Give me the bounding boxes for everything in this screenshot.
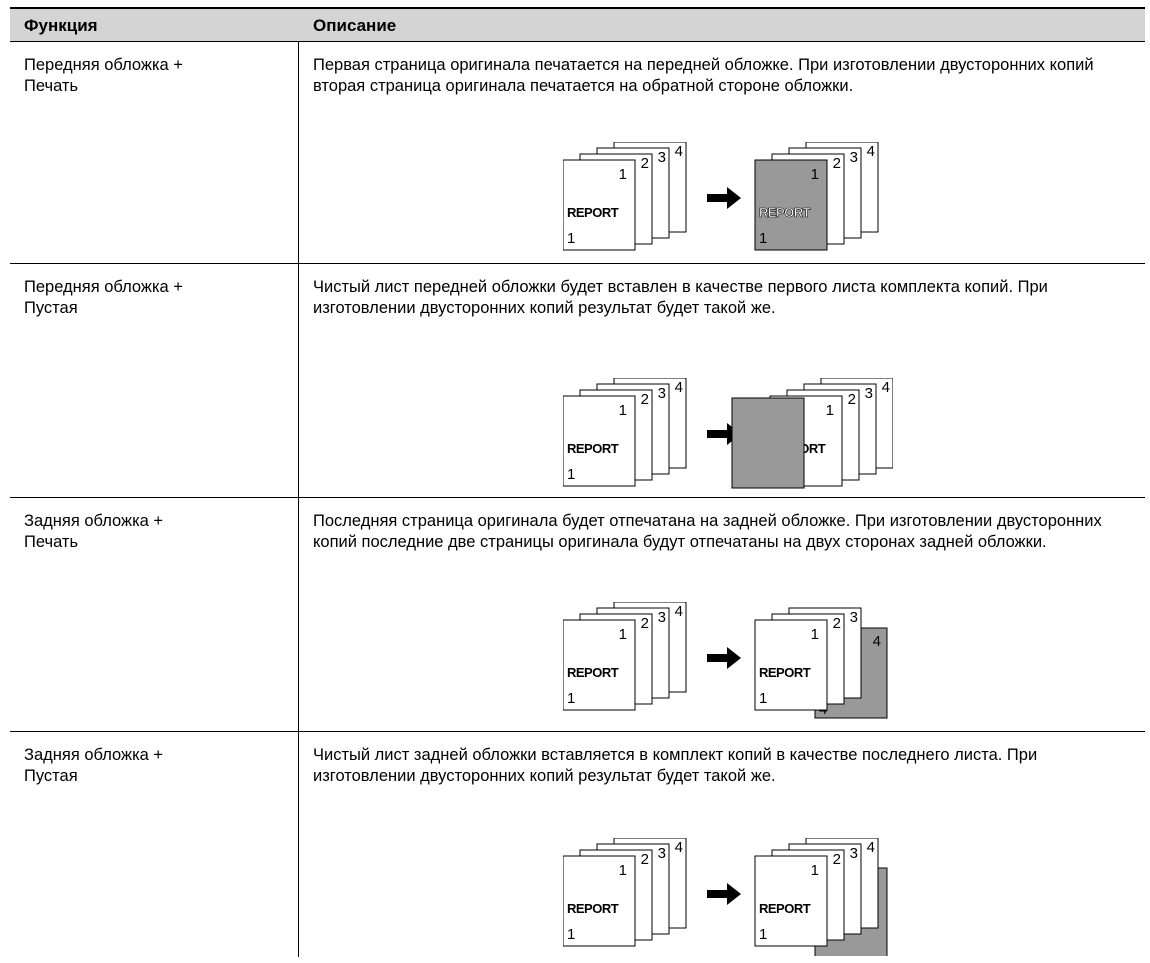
function-cell: Задняя обложка + Печать bbox=[24, 512, 164, 551]
description-cell: Чистый лист задней обложки вставляется в… bbox=[313, 746, 1038, 785]
page-number: 2 bbox=[848, 391, 856, 408]
page-number: 1 bbox=[811, 862, 819, 879]
table-row: Передняя обложка + Пустая Чистый лист пе… bbox=[10, 264, 1145, 498]
description-cell: Первая страница оригинала печатается на … bbox=[313, 56, 1094, 95]
illustration: 4321REPORT144321REPORT1 bbox=[563, 602, 888, 719]
description-cell: Чистый лист передней обложки будет встав… bbox=[313, 278, 1048, 317]
page-number: 1 bbox=[619, 402, 627, 419]
column-divider bbox=[298, 42, 299, 263]
page-number: 4 bbox=[675, 839, 683, 856]
page-number: 1 bbox=[759, 926, 767, 943]
header-cell: Функция bbox=[24, 16, 98, 35]
page-number: 3 bbox=[658, 385, 666, 402]
sheet bbox=[563, 855, 636, 947]
page-number: 3 bbox=[850, 149, 858, 166]
sheet bbox=[754, 159, 828, 251]
page-number: 1 bbox=[567, 690, 575, 707]
page-number: 2 bbox=[833, 615, 841, 632]
page-number: 4 bbox=[675, 603, 683, 620]
page-number: 3 bbox=[658, 149, 666, 166]
page-number: 1 bbox=[826, 402, 834, 419]
table-header: Функция Описание bbox=[10, 7, 1145, 42]
page-number: 2 bbox=[641, 155, 649, 172]
header-cell: Описание bbox=[313, 16, 397, 35]
report-label: REPORT bbox=[759, 665, 811, 680]
arrow bbox=[707, 187, 741, 209]
page-number: 1 bbox=[567, 230, 575, 247]
page-number: 1 bbox=[759, 230, 767, 247]
column-divider bbox=[298, 498, 299, 731]
report-label: REPORT bbox=[567, 665, 619, 680]
page-number: 2 bbox=[641, 391, 649, 408]
column-divider bbox=[298, 264, 299, 497]
table-row: Задняя обложка + Пустая Чистый лист задн… bbox=[10, 732, 1145, 957]
description-cell: Последняя страница оригинала будет отпеч… bbox=[313, 512, 1102, 551]
function-cell: Передняя обложка + Печать bbox=[24, 56, 183, 95]
arrow bbox=[707, 883, 741, 905]
sheet bbox=[563, 619, 636, 711]
page-number: 4 bbox=[882, 379, 890, 396]
page-number: 3 bbox=[658, 845, 666, 862]
column-divider bbox=[298, 732, 299, 957]
table-row: Передняя обложка + Печать Первая страниц… bbox=[10, 42, 1145, 264]
table-row: Задняя обложка + Печать Последняя страни… bbox=[10, 498, 1145, 732]
report-label: REPORT bbox=[759, 205, 811, 220]
page-number: 4 bbox=[873, 633, 881, 650]
sheet bbox=[563, 159, 636, 251]
page-number: 1 bbox=[619, 862, 627, 879]
page-number: 2 bbox=[833, 851, 841, 868]
page-number: 4 bbox=[675, 143, 683, 160]
page-number: 3 bbox=[850, 845, 858, 862]
report-label: REPORT bbox=[567, 441, 619, 456]
page-number: 3 bbox=[865, 385, 873, 402]
report-label: REPORT bbox=[759, 901, 811, 916]
sheet bbox=[563, 395, 636, 487]
page-number: 1 bbox=[619, 626, 627, 643]
sheet bbox=[754, 619, 828, 711]
page-number: 1 bbox=[811, 166, 819, 183]
page-number: 3 bbox=[658, 609, 666, 626]
page-number: 2 bbox=[641, 851, 649, 868]
page-number: 3 bbox=[850, 609, 858, 626]
page-number: 1 bbox=[759, 690, 767, 707]
page-number: 4 bbox=[867, 839, 875, 856]
page-number: 4 bbox=[867, 143, 875, 160]
page-number: 1 bbox=[619, 166, 627, 183]
sheet bbox=[731, 397, 805, 489]
sheet bbox=[754, 855, 828, 947]
page-number: 1 bbox=[567, 926, 575, 943]
page-number: 1 bbox=[811, 626, 819, 643]
page-number: 1 bbox=[567, 466, 575, 483]
report-label: REPORT bbox=[567, 205, 619, 220]
page-number: 4 bbox=[675, 379, 683, 396]
page-number: 2 bbox=[833, 155, 841, 172]
table: Функция Описание Передняя обложка + Печа… bbox=[10, 7, 1145, 957]
page-number: 2 bbox=[641, 615, 649, 632]
function-cell: Передняя обложка + Пустая bbox=[24, 278, 183, 317]
report-label: REPORT bbox=[567, 901, 619, 916]
arrow bbox=[707, 647, 741, 669]
function-cell: Задняя обложка + Пустая bbox=[24, 746, 164, 785]
